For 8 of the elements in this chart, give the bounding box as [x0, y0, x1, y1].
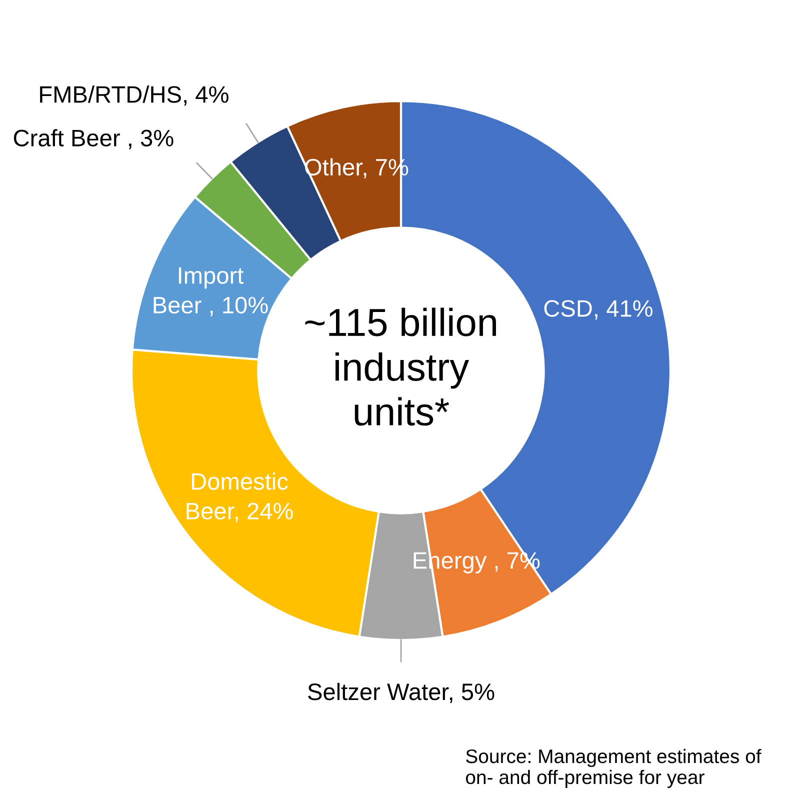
slice-label: Craft Beer , 3% [14, 129, 174, 150]
source-note: Source: Management estimates of on- and off-premise for year [466, 748, 762, 788]
slice-label: Import Beer , 10% [154, 267, 268, 316]
slice-label: Domestic Beer, 24% [186, 472, 293, 522]
text: ~115 billion industry units* [305, 308, 496, 426]
slice-label: Seltzer Water, 5% [308, 682, 494, 704]
slice-label: CSD, 41% [544, 300, 652, 320]
slice-label: FMB/RTD/HS, 4% [40, 86, 228, 106]
